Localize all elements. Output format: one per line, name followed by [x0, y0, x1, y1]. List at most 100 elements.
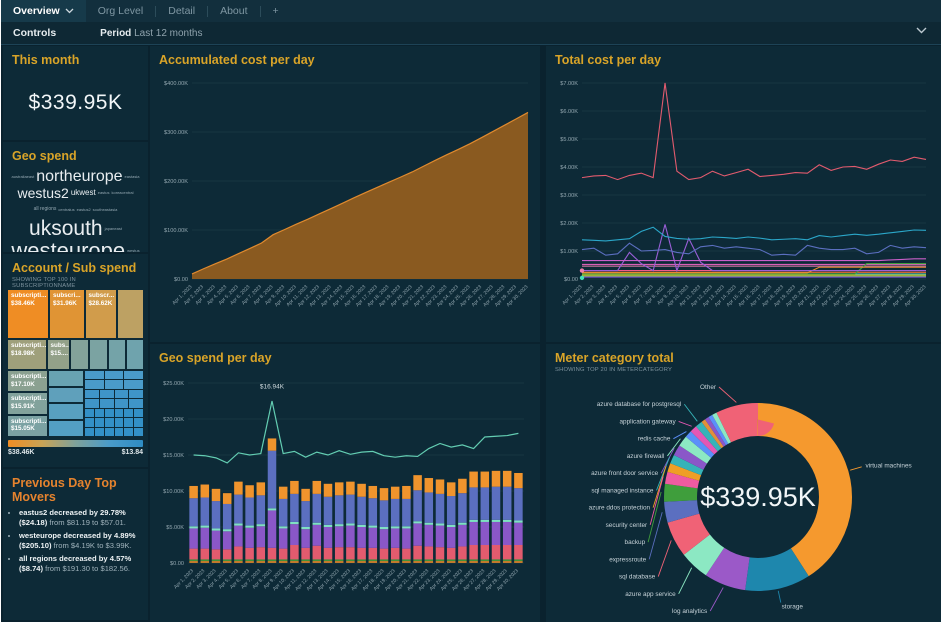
line-series-subscription-red[interactable] [581, 82, 927, 181]
treemap-cell[interactable] [124, 427, 134, 436]
bar-segment-region-mint[interactable] [390, 526, 400, 529]
collapse-controls-chevron-icon[interactable] [916, 27, 927, 34]
bar-segment-region-green[interactable] [200, 559, 210, 561]
treemap-cell[interactable]: subscripti... $15.05K [8, 415, 48, 436]
bar-segment-region-blue[interactable] [469, 487, 478, 520]
bar-segment-region-mint[interactable] [200, 525, 210, 528]
bar-segment-region-pink[interactable] [346, 547, 355, 560]
bar-segment-region-mint[interactable] [458, 522, 467, 525]
geo-word-cloud[interactable]: australiaeast northeurope eastasiawestus2 u… [3, 165, 148, 252]
bar-segment-region-blue[interactable] [502, 486, 512, 520]
bar-segment-region-mint[interactable] [502, 519, 512, 522]
bar-segment-region-orange[interactable] [402, 485, 411, 499]
bar-segment-region-darkorange[interactable] [491, 560, 501, 563]
bar-segment-region-purple[interactable] [357, 527, 366, 548]
bar-segment-region-pink[interactable] [357, 547, 366, 560]
treemap-cell[interactable] [85, 408, 95, 418]
bar-segment-region-purple[interactable] [334, 526, 344, 548]
treemap-cell[interactable] [104, 408, 114, 418]
bar-segment-region-darkorange[interactable] [413, 560, 422, 563]
period-control[interactable]: Period Last 12 months [100, 28, 202, 39]
bar-segment-region-mint[interactable] [189, 526, 198, 529]
bar-segment-region-green[interactable] [402, 559, 411, 561]
bar-segment-region-mint[interactable] [424, 522, 434, 525]
tab--[interactable]: + [261, 0, 291, 22]
bar-segment-region-darkorange[interactable] [290, 560, 299, 563]
bar-segment-region-green[interactable] [346, 559, 355, 561]
bar-segment-region-orange[interactable] [469, 471, 478, 488]
bar-segment-region-blue[interactable] [390, 498, 400, 527]
bar-segment-region-purple[interactable] [290, 524, 299, 545]
bar-segment-region-purple[interactable] [200, 527, 210, 549]
bar-segment-region-pink[interactable] [267, 547, 277, 560]
bar-segment-region-purple[interactable] [502, 521, 512, 545]
bar-segment-region-darkorange[interactable] [458, 560, 467, 563]
treemap-cell[interactable] [49, 370, 84, 386]
treemap-cell[interactable]: subscripti... $18.98K [8, 340, 46, 369]
bar-segment-region-orange[interactable] [357, 483, 366, 497]
bar-segment-region-pink[interactable] [491, 545, 501, 560]
bar-segment-region-green[interactable] [189, 559, 198, 561]
treemap-cell[interactable] [70, 340, 89, 369]
bar-segment-region-mint[interactable] [278, 526, 288, 529]
bar-segment-region-pink[interactable] [211, 549, 221, 560]
line-series-subscription-teal[interactable] [581, 226, 927, 242]
bar-segment-region-darkorange[interactable] [446, 560, 456, 563]
bar-segment-region-green[interactable] [458, 559, 467, 561]
bar-segment-region-green[interactable] [368, 559, 378, 561]
treemap-cell[interactable]: subs... $15.... [47, 340, 69, 369]
bar-segment-region-pink[interactable] [458, 546, 467, 560]
bar-segment-region-mint[interactable] [491, 519, 501, 522]
bar-segment-region-pink[interactable] [278, 548, 288, 560]
bar-segment-region-purple[interactable] [323, 527, 333, 548]
bar-segment-region-mint[interactable] [368, 525, 378, 528]
bar-segment-region-pink[interactable] [290, 545, 299, 560]
bar-segment-region-green[interactable] [301, 559, 310, 561]
bar-segment-region-purple[interactable] [245, 527, 254, 548]
geo-total-line[interactable] [193, 400, 519, 464]
bar-segment-region-mint[interactable] [211, 528, 221, 531]
treemap-cell[interactable] [104, 418, 114, 427]
bar-segment-region-orange[interactable] [222, 493, 232, 504]
bar-segment-region-blue[interactable] [323, 496, 333, 525]
bar-segment-region-darkorange[interactable] [334, 560, 344, 563]
bar-segment-region-pink[interactable] [502, 545, 512, 560]
donut-slice-backup[interactable] [664, 403, 852, 591]
line-series-subscription-violet[interactable] [582, 224, 926, 273]
bar-segment-region-green[interactable] [413, 559, 422, 561]
treemap-cell[interactable] [85, 370, 104, 380]
bar-segment-region-blue[interactable] [234, 494, 243, 524]
bar-segment-region-orange[interactable] [334, 482, 344, 496]
bar-segment-region-pink[interactable] [480, 545, 490, 560]
bar-segment-region-purple[interactable] [211, 530, 221, 550]
bar-segment-region-mint[interactable] [514, 520, 523, 523]
bar-segment-region-purple[interactable] [234, 525, 243, 547]
bar-segment-region-mint[interactable] [357, 524, 366, 527]
treemap-cell[interactable]: subscri... $31.96K [49, 290, 84, 339]
bar-segment-region-orange[interactable] [346, 481, 355, 495]
bar-segment-region-blue[interactable] [245, 497, 254, 526]
treemap-cell[interactable] [134, 408, 144, 418]
bar-segment-region-pink[interactable] [301, 547, 310, 560]
bar-segment-region-purple[interactable] [368, 527, 378, 548]
treemap-cell[interactable] [114, 418, 124, 427]
treemap-cell[interactable] [104, 370, 124, 380]
bar-segment-region-purple[interactable] [424, 524, 434, 547]
bar-segment-region-purple[interactable] [312, 524, 322, 546]
line-series-subscription-magenta[interactable] [582, 258, 926, 262]
bar-segment-region-green[interactable] [514, 559, 523, 561]
bar-segment-region-pink[interactable] [200, 548, 210, 560]
bar-segment-region-green[interactable] [502, 559, 512, 561]
line-series-subscription-orange[interactable] [582, 266, 926, 274]
treemap-cell[interactable] [126, 340, 143, 369]
meter-category-donut-chart[interactable]: virtual machines storage Other azure databa… [546, 375, 937, 622]
bar-segment-region-blue[interactable] [480, 487, 490, 520]
bar-segment-region-mint[interactable] [245, 525, 254, 528]
treemap-cell[interactable]: subscripti... $38.46K [8, 290, 48, 339]
bar-segment-region-blue[interactable] [402, 498, 411, 527]
bar-segment-region-blue[interactable] [334, 495, 344, 525]
donut-slice--ther[interactable] [664, 403, 852, 591]
treemap-cell[interactable]: subscr... $28.62K [85, 290, 117, 339]
bar-segment-region-orange[interactable] [491, 470, 501, 487]
bar-segment-region-green[interactable] [469, 559, 478, 561]
